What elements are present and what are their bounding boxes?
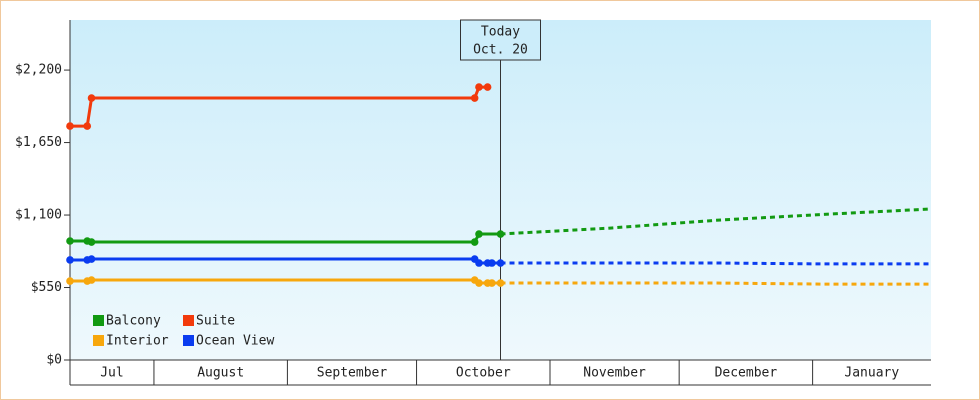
price-point	[475, 279, 483, 287]
price-point	[475, 230, 483, 238]
price-point	[488, 279, 496, 287]
legend-label: Interior	[106, 334, 169, 349]
y-tick-label: $1,650	[15, 135, 62, 150]
legend-swatch	[183, 335, 194, 346]
month-label: August	[197, 366, 244, 381]
y-tick-label: $550	[31, 280, 62, 295]
price-point	[83, 122, 92, 130]
legend-label: Balcony	[106, 314, 161, 329]
price-point	[66, 277, 74, 285]
today-label: Today	[481, 25, 520, 40]
legend-label: Suite	[196, 314, 235, 329]
price-point	[87, 94, 96, 102]
price-point	[475, 83, 483, 91]
legend-swatch	[93, 315, 104, 326]
price-point	[66, 256, 74, 264]
price-point	[483, 83, 492, 91]
month-label: October	[456, 366, 511, 381]
price-point	[496, 279, 505, 287]
month-label: November	[583, 366, 646, 381]
price-point	[470, 94, 479, 102]
price-point	[66, 237, 74, 245]
legend-swatch	[183, 315, 194, 326]
month-label: September	[317, 366, 388, 381]
price-point	[87, 255, 96, 263]
month-label: Jul	[100, 366, 123, 381]
month-label: January	[844, 366, 899, 381]
legend-label: Ocean View	[196, 334, 274, 349]
y-tick-label: $2,200	[15, 63, 62, 78]
price-point	[87, 276, 96, 284]
legend-swatch	[93, 335, 104, 346]
price-point	[488, 259, 496, 267]
price-point	[66, 122, 74, 130]
y-tick-label: $0	[46, 353, 62, 368]
price-point	[475, 259, 483, 267]
y-tick-label: $1,100	[15, 208, 62, 223]
today-box	[460, 19, 541, 61]
today-date: Oct. 20	[473, 43, 528, 58]
month-label: December	[715, 366, 778, 381]
price-point	[87, 238, 96, 246]
price-point	[496, 230, 505, 238]
price-point	[470, 238, 479, 246]
price-point	[496, 259, 505, 267]
